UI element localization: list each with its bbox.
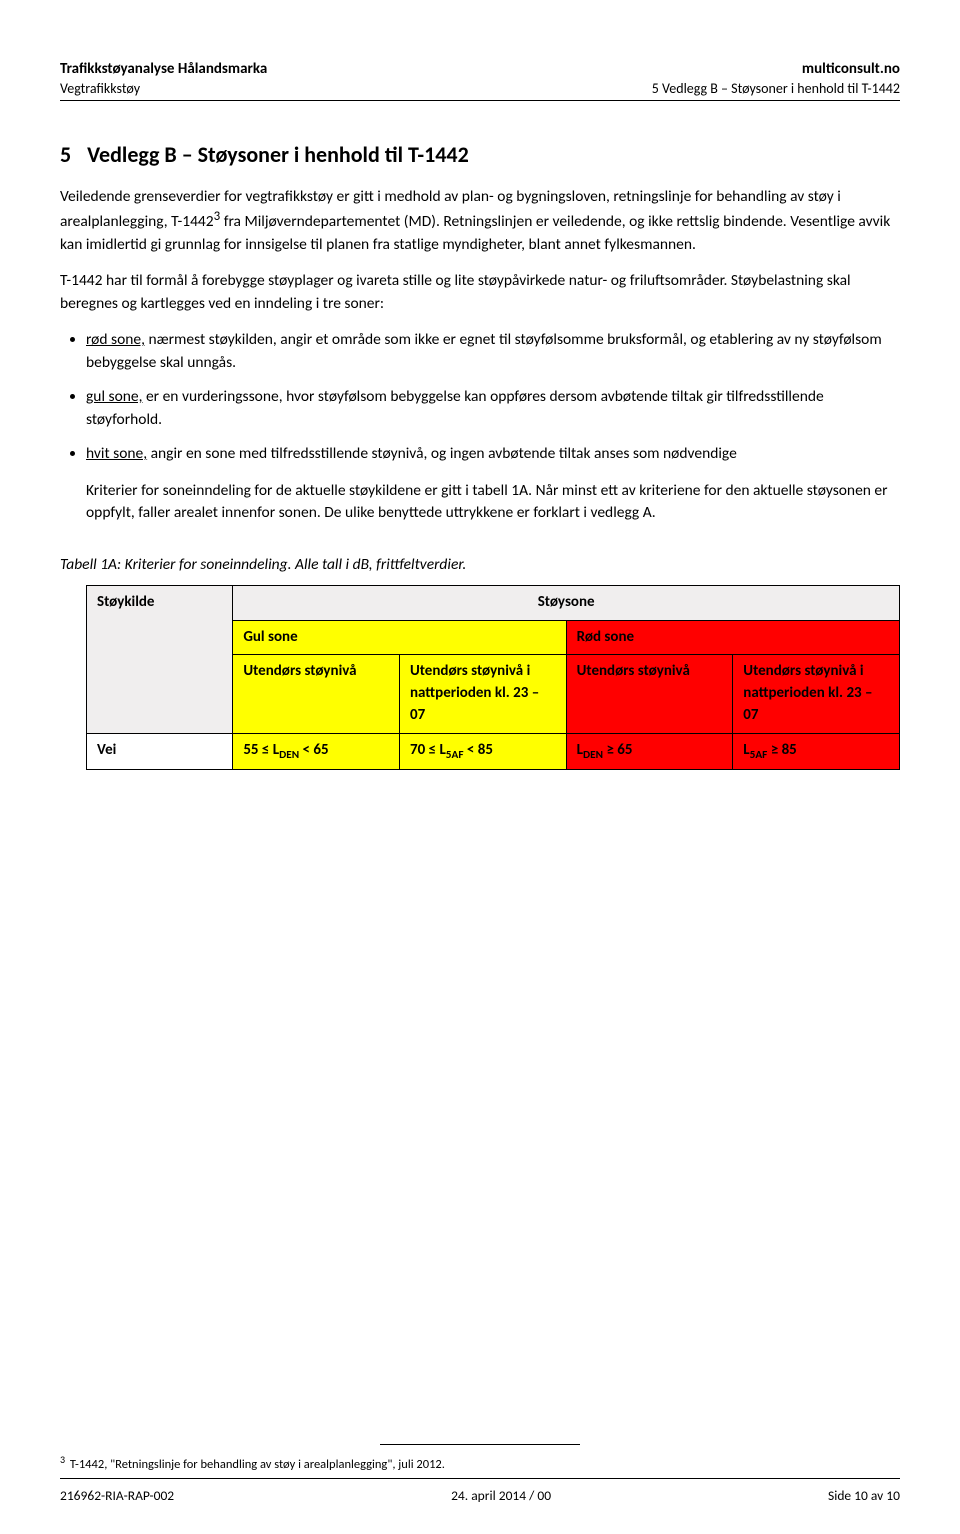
td-gul-natt: 70 ≤ L5AF < 85 (399, 733, 566, 769)
th-rod-sone: Rød sone (566, 620, 899, 655)
cell-text: 55 ≤ L (243, 741, 279, 759)
cell-sub: DEN (583, 748, 603, 762)
th-rod-ute: Utendørs støynivå (566, 655, 733, 733)
header-divider (60, 100, 900, 101)
cell-sub: 5AF (446, 748, 464, 762)
footer-right: Side 10 av 10 (828, 1487, 900, 1504)
bullet-1-underline: rød sone, (86, 330, 145, 349)
header-left-sub: Vegtrafikkstøy (60, 80, 140, 98)
footer-center: 24. april 2014 / 00 (451, 1487, 551, 1504)
cell-text: < 65 (299, 741, 328, 759)
cell-text: < 85 (463, 741, 492, 759)
page-subheader: Vegtrafikkstøy 5 Vedlegg B – Støysoner i… (60, 80, 900, 98)
cell-text: ≥ 85 (767, 741, 796, 759)
footer-divider (60, 1478, 900, 1479)
bullet-1-rest: nærmest støykilden, angir et område som … (86, 330, 882, 371)
section-number: 5 (60, 141, 71, 168)
page-header: Trafikkstøyanalyse Hålandsmarka multicon… (60, 60, 900, 80)
header-left-title: Trafikkstøyanalyse Hålandsmarka (60, 60, 267, 80)
th-stoysone: Støysone (233, 585, 900, 620)
footnote: 3 T-1442, "Retningslinje for behandling … (60, 1453, 900, 1472)
zone-table: Støykilde Støysone Gul sone Rød sone Ute… (86, 585, 900, 770)
cell-sub: DEN (279, 748, 299, 762)
bullet-2-underline: gul sone, (86, 387, 142, 406)
header-right-sub: 5 Vedlegg B – Støysoner i henhold til T-… (652, 80, 900, 98)
paragraph-2: T-1442 har til formål å forebygge støypl… (60, 270, 900, 315)
list-item: gul sone, er en vurderingssone, hvor stø… (86, 386, 900, 431)
th-stoykilde: Støykilde (87, 585, 233, 733)
bullet-3-rest: angir en sone med tilfredsstillende støy… (147, 444, 737, 463)
th-gul-natt: Utendørs støynivå i nattperioden kl. 23 … (399, 655, 566, 733)
header-right-title: multiconsult.no (802, 60, 900, 80)
footnote-text: T-1442, "Retningslinje for behandling av… (67, 1457, 445, 1472)
cell-text: ≥ 65 (603, 741, 632, 759)
zone-bullet-list: rød sone, nærmest støykilden, angir et o… (60, 329, 900, 465)
table-caption: Tabell 1A: Kriterier for soneinndeling. … (60, 554, 900, 576)
paragraph-after-bullets: Kriterier for soneinndeling for de aktue… (86, 480, 900, 525)
section-title: Vedlegg B – Støysoner i henhold til T-14… (87, 141, 469, 168)
table-row: Støykilde Støysone (87, 585, 900, 620)
cell-text: 70 ≤ L (410, 741, 446, 759)
td-row-label: Vei (87, 733, 233, 769)
list-item: rød sone, nærmest støykilden, angir et o… (86, 329, 900, 374)
page-footer: 216962-RIA-RAP-002 24. april 2014 / 00 S… (60, 1487, 900, 1504)
bullet-3-underline: hvit sone, (86, 444, 147, 463)
footnote-mark: 3 (60, 1453, 65, 1466)
bullet-2-rest: er en vurderingssone, hvor støyfølsom be… (86, 387, 824, 428)
page-footer-area: 3 T-1442, "Retningslinje for behandling … (60, 1144, 900, 1504)
td-rod-ute: LDEN ≥ 65 (566, 733, 733, 769)
list-item: hvit sone, angir en sone med tilfredssti… (86, 443, 900, 465)
table-row: Vei 55 ≤ LDEN < 65 70 ≤ L5AF < 85 LDEN ≥… (87, 733, 900, 769)
td-gul-ute: 55 ≤ LDEN < 65 (233, 733, 400, 769)
th-gul-ute: Utendørs støynivå (233, 655, 400, 733)
td-rod-natt: L5AF ≥ 85 (733, 733, 900, 769)
th-rod-natt: Utendørs støynivå i nattperioden kl. 23 … (733, 655, 900, 733)
section-heading: 5 Vedlegg B – Støysoner i henhold til T-… (60, 141, 900, 168)
footer-left: 216962-RIA-RAP-002 (60, 1487, 174, 1504)
cell-sub: 5AF (750, 748, 768, 762)
footnote-separator (380, 1444, 580, 1445)
th-gul-sone: Gul sone (233, 620, 566, 655)
paragraph-1: Veiledende grenseverdier for vegtrafikks… (60, 186, 900, 257)
